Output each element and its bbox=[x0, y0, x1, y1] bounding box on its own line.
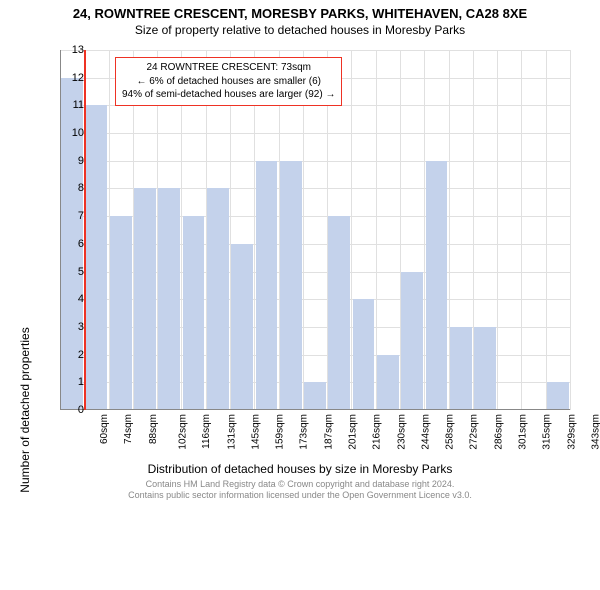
xtick-label: 173sqm bbox=[299, 414, 310, 450]
ytick-label: 6 bbox=[64, 238, 84, 250]
bar bbox=[401, 272, 423, 410]
annotation-box: 24 ROWNTREE CRESCENT: 73sqm← 6% of detac… bbox=[115, 57, 342, 106]
xtick-label: 159sqm bbox=[275, 414, 286, 450]
bar bbox=[304, 382, 326, 410]
bar bbox=[110, 216, 132, 410]
property-marker-line bbox=[84, 50, 86, 410]
ytick-label: 0 bbox=[64, 404, 84, 416]
xtick-label: 201sqm bbox=[348, 414, 359, 450]
xtick-label: 74sqm bbox=[123, 414, 134, 444]
chart-title: 24, ROWNTREE CRESCENT, MORESBY PARKS, WH… bbox=[0, 6, 600, 21]
gridline-v bbox=[521, 50, 522, 410]
ytick-label: 3 bbox=[64, 321, 84, 333]
bar bbox=[134, 188, 156, 410]
xtick-label: 116sqm bbox=[201, 414, 212, 449]
ytick-label: 13 bbox=[64, 44, 84, 56]
bar bbox=[158, 188, 180, 410]
xtick-label: 216sqm bbox=[372, 414, 383, 450]
bar bbox=[86, 105, 108, 410]
annotation-line: ← 6% of detached houses are smaller (6) bbox=[122, 75, 335, 89]
x-axis-line bbox=[60, 409, 570, 410]
attribution-line2: Contains public sector information licen… bbox=[0, 490, 600, 502]
bar bbox=[256, 161, 278, 410]
bar bbox=[426, 161, 448, 410]
xtick-label: 272sqm bbox=[469, 414, 480, 450]
bar bbox=[280, 161, 302, 410]
annotation-line: 94% of semi-detached houses are larger (… bbox=[122, 88, 335, 102]
ytick-label: 12 bbox=[64, 72, 84, 84]
ytick-label: 8 bbox=[64, 182, 84, 194]
gridline-h bbox=[60, 50, 570, 51]
bar bbox=[183, 216, 205, 410]
y-axis-label: Number of detached properties bbox=[18, 230, 32, 590]
gridline-v bbox=[497, 50, 498, 410]
xtick-label: 301sqm bbox=[518, 414, 529, 450]
xtick-label: 187sqm bbox=[323, 414, 334, 450]
xtick-label: 258sqm bbox=[445, 414, 456, 450]
xtick-label: 131sqm bbox=[226, 414, 237, 450]
y-axis-line bbox=[60, 50, 61, 410]
xtick-label: 315sqm bbox=[542, 414, 553, 450]
chart-plot-area: 24 ROWNTREE CRESCENT: 73sqm← 6% of detac… bbox=[60, 50, 570, 410]
bar bbox=[353, 299, 375, 410]
ytick-label: 4 bbox=[64, 293, 84, 305]
ytick-label: 9 bbox=[64, 155, 84, 167]
bar bbox=[328, 216, 350, 410]
gridline-h bbox=[60, 161, 570, 162]
ytick-label: 10 bbox=[64, 127, 84, 139]
gridline-h bbox=[60, 133, 570, 134]
gridline-v bbox=[546, 50, 547, 410]
ytick-label: 7 bbox=[64, 210, 84, 222]
xtick-label: 88sqm bbox=[148, 414, 159, 444]
bar bbox=[377, 355, 399, 410]
xtick-label: 329sqm bbox=[566, 414, 577, 450]
xtick-label: 343sqm bbox=[590, 414, 600, 450]
bar bbox=[231, 244, 253, 410]
xtick-label: 145sqm bbox=[250, 414, 261, 450]
ytick-label: 2 bbox=[64, 349, 84, 361]
chart-subtitle: Size of property relative to detached ho… bbox=[0, 23, 600, 37]
ytick-label: 5 bbox=[64, 266, 84, 278]
xtick-label: 244sqm bbox=[420, 414, 431, 450]
attribution-text: Contains HM Land Registry data © Crown c… bbox=[0, 479, 600, 502]
gridline-h bbox=[60, 105, 570, 106]
bar bbox=[450, 327, 472, 410]
xtick-label: 230sqm bbox=[396, 414, 407, 450]
xtick-label: 102sqm bbox=[178, 414, 189, 450]
ytick-label: 1 bbox=[64, 376, 84, 388]
xtick-label: 60sqm bbox=[99, 414, 110, 444]
x-axis-label: Distribution of detached houses by size … bbox=[0, 462, 600, 476]
bar bbox=[474, 327, 496, 410]
xtick-label: 286sqm bbox=[493, 414, 504, 450]
bar bbox=[207, 188, 229, 410]
attribution-line1: Contains HM Land Registry data © Crown c… bbox=[0, 479, 600, 491]
gridline-v bbox=[570, 50, 571, 410]
bar bbox=[547, 382, 569, 410]
annotation-line: 24 ROWNTREE CRESCENT: 73sqm bbox=[122, 61, 335, 75]
ytick-label: 11 bbox=[64, 99, 84, 111]
